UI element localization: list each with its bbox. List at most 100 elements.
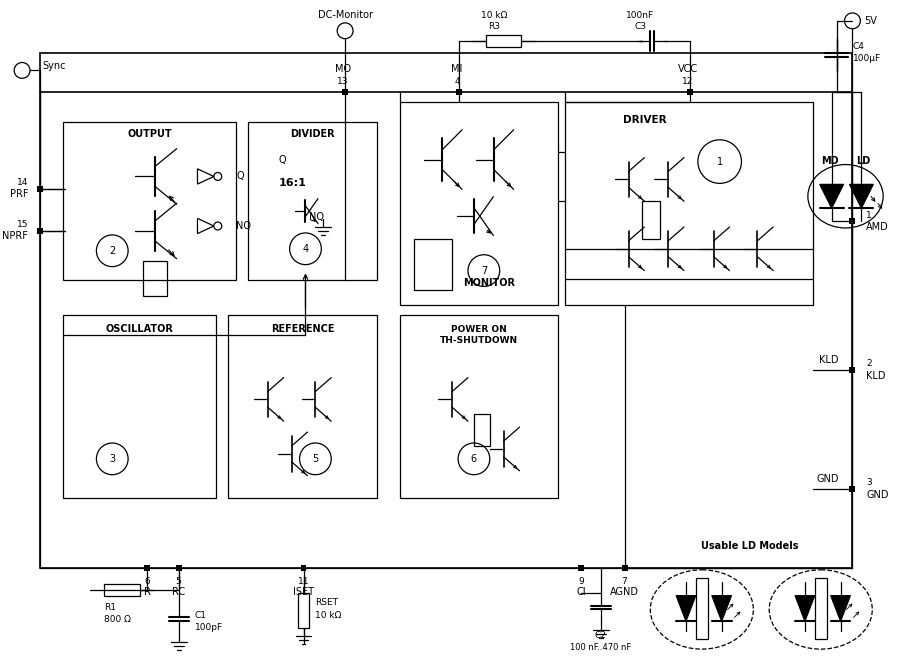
Text: 3: 3 [866,478,872,487]
Text: 4: 4 [302,244,308,254]
Text: 10 kΩ: 10 kΩ [481,11,507,21]
Text: 6: 6 [471,454,477,464]
Bar [144,565,150,571]
Text: CI: CI [576,587,585,597]
Bar [63,315,216,498]
Text: LD: LD [856,156,870,166]
Text: R3: R3 [488,22,500,31]
Text: POWER ON: POWER ON [451,325,507,333]
Text: RSET: RSET [316,598,338,607]
Polygon shape [795,596,815,621]
Bar [400,315,558,498]
Text: NPRF: NPRF [2,231,28,241]
Text: TH-SHUTDOWN: TH-SHUTDOWN [440,337,518,345]
Circle shape [844,13,861,29]
Text: 2: 2 [866,359,872,368]
Bar [687,90,693,96]
Bar [456,90,462,96]
Bar [342,90,348,96]
Text: 5: 5 [176,577,181,587]
Text: 5V: 5V [864,16,878,26]
Bar [565,102,813,305]
Text: 7: 7 [621,577,628,587]
Polygon shape [850,184,873,208]
Text: 14: 14 [16,178,28,187]
Text: 15: 15 [16,220,28,228]
Bar [37,186,43,192]
Text: ISET: ISET [293,587,314,597]
Text: 9: 9 [578,577,584,587]
Text: Usable LD Models: Usable LD Models [701,541,798,551]
Text: RC: RC [172,587,185,597]
Bar [850,486,855,492]
Bar [815,578,827,639]
Text: Sync: Sync [41,61,66,71]
Text: 1: 1 [866,210,872,220]
Text: 12: 12 [682,77,694,86]
Text: 4: 4 [455,77,460,86]
Bar [248,122,377,281]
Text: KLD: KLD [819,355,839,365]
Text: MONITOR: MONITOR [463,279,515,289]
Text: 800 Ω: 800 Ω [105,615,131,624]
Text: Q: Q [279,154,287,164]
Text: AGND: AGND [610,587,639,597]
Text: 100nF: 100nF [626,11,655,21]
Bar [850,367,855,373]
Text: GND: GND [866,490,888,500]
Text: MI: MI [451,64,463,74]
Text: 100 nF..470 nF: 100 nF..470 nF [570,643,631,651]
Text: C1: C1 [195,611,207,620]
Polygon shape [712,596,732,621]
Text: MD: MD [821,156,839,166]
Text: 10 kΩ: 10 kΩ [316,611,342,620]
Bar [63,122,236,281]
Text: C4: C4 [852,42,864,51]
Bar [176,565,181,571]
Bar [850,218,855,224]
Text: 7: 7 [481,266,487,276]
Bar [621,565,628,571]
Circle shape [14,63,30,78]
Text: MO: MO [335,64,351,74]
Bar [300,565,307,571]
Bar [40,53,852,568]
Text: OUTPUT: OUTPUT [127,129,171,139]
Text: 16:1: 16:1 [279,178,307,188]
Bar [415,239,452,291]
Polygon shape [831,596,851,621]
Text: R: R [143,587,151,597]
Polygon shape [820,184,843,208]
Text: DRIVER: DRIVER [622,115,667,125]
Text: 6: 6 [144,577,150,587]
Circle shape [337,23,353,39]
Text: GND: GND [816,474,839,484]
Text: 13: 13 [337,77,349,86]
Text: 100pF: 100pF [195,623,223,632]
Text: VCC: VCC [678,64,698,74]
Text: KLD: KLD [866,371,886,381]
Bar [474,414,490,446]
Text: R1: R1 [105,603,116,612]
Text: Q: Q [236,172,244,182]
Text: REFERENCE: REFERENCE [271,324,335,334]
Text: 2: 2 [109,246,115,256]
Bar [298,593,309,629]
Bar [37,228,43,234]
Bar [578,565,584,571]
Bar [105,584,140,596]
Text: PRF: PRF [10,189,28,199]
Text: 100μF: 100μF [852,54,880,63]
Text: DIVIDER: DIVIDER [290,129,335,139]
Text: NQ: NQ [309,212,325,222]
Text: AMD: AMD [866,222,889,232]
Text: DC-Monitor: DC-Monitor [318,10,373,20]
Bar [143,261,167,297]
Text: 3: 3 [109,454,115,464]
Text: NQ: NQ [236,221,251,231]
Bar [400,102,558,305]
Text: C3: C3 [634,22,647,31]
Polygon shape [676,596,696,621]
Text: C2: C2 [594,631,607,640]
Bar [696,578,708,639]
